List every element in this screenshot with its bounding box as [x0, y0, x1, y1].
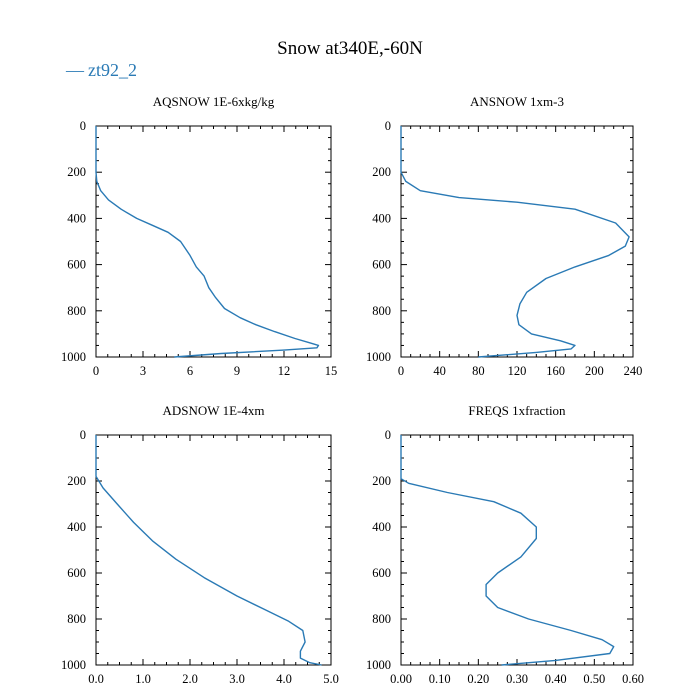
y-tick-label: 800 [67, 304, 86, 318]
panel-4: FREQS 1xfraction 0.00 0.10 0.20 0.30 0.40 0.50… [366, 403, 644, 686]
y-tick-label: 800 [372, 304, 391, 318]
series-line [95, 126, 320, 358]
series-line [95, 435, 322, 666]
x-tick-label: 9 [234, 364, 240, 378]
panels: AQSNOW 1E-6xkg/kg0 3 6 9 12 15020040060080010… [61, 94, 644, 686]
x-tick-label: 3.0 [229, 672, 245, 686]
panel-1: AQSNOW 1E-6xkg/kg 0 3 6 9 12 15 0 200 400 600 800 10… [61, 94, 337, 378]
y-tick-label: 200 [67, 165, 86, 179]
y-tick-label: 0 [385, 428, 391, 442]
x-tick-label: 200 [585, 364, 604, 378]
y-tick-label: 200 [372, 474, 391, 488]
x-tick-label: 5.0 [323, 672, 339, 686]
x-tick-label: 0.40 [545, 672, 567, 686]
y-tick-label: 0 [80, 428, 86, 442]
plot-frame [95, 125, 332, 358]
y-tick-label: 200 [67, 474, 86, 488]
y-tick-label: 1000 [366, 658, 391, 672]
plot-frame [95, 434, 332, 666]
y-tick-label: 400 [372, 520, 391, 534]
plot-frame [400, 434, 634, 666]
x-tick-label: 3 [140, 364, 146, 378]
x-tick-label: 15 [325, 364, 338, 378]
x-tick-label: 0.20 [467, 672, 489, 686]
panel-3: ADSNOW 1E-4xm 0.0 1.0 2.0 3.0 4.0 5.0 0 200 400 60… [61, 403, 339, 686]
y-tick-label: 400 [372, 211, 391, 225]
x-tick-label: 40 [433, 364, 446, 378]
y-tick-label: 600 [372, 566, 391, 580]
y-tick-label: 600 [372, 258, 391, 272]
plot-frame [400, 125, 634, 358]
y-tick-label: 400 [67, 211, 86, 225]
panel-title: FREQS 1xfraction [468, 403, 566, 418]
x-tick-label: 240 [624, 364, 643, 378]
legend: — zt92_2 [65, 60, 137, 80]
y-tick-label: 1000 [61, 350, 86, 364]
y-tick-label: 600 [67, 258, 86, 272]
series-line [400, 126, 630, 358]
panel-title: ANSNOW 1xm-3 [470, 94, 564, 109]
x-tick-label: 4.0 [276, 672, 292, 686]
x-tick-label: 0.00 [390, 672, 412, 686]
y-tick-label: 800 [372, 612, 391, 626]
x-tick-label: 120 [508, 364, 527, 378]
x-tick-label: 0.50 [583, 672, 605, 686]
x-tick-label: 0 [398, 364, 404, 378]
y-tick-label: 800 [67, 612, 86, 626]
x-tick-label: 80 [472, 364, 485, 378]
x-tick-label: 1.0 [135, 672, 151, 686]
x-tick-label: 0 [93, 364, 99, 378]
panel-2: ANSNOW 1xm-3 0 40 80 120 160 200 240 0 200 400 600 8… [366, 94, 642, 378]
panel-title: ADSNOW 1E-4xm [163, 403, 265, 418]
y-tick-label: 1000 [366, 350, 391, 364]
y-tick-label: 200 [372, 165, 391, 179]
x-tick-label: 6 [187, 364, 193, 378]
y-tick-label: 1000 [61, 658, 86, 672]
panel-title: AQSNOW 1E-6xkg/kg [153, 94, 275, 109]
y-tick-label: 600 [67, 566, 86, 580]
x-tick-label: 0.0 [88, 672, 104, 686]
x-tick-label: 0.30 [506, 672, 528, 686]
x-tick-label: 160 [546, 364, 565, 378]
x-tick-label: 0.10 [429, 672, 451, 686]
x-tick-label: 2.0 [182, 672, 198, 686]
figure-title: Snow at340E,-60N [277, 38, 423, 59]
y-tick-label: 0 [80, 119, 86, 133]
y-tick-label: 0 [385, 119, 391, 133]
legend-marker: — [65, 60, 85, 80]
series-line [400, 435, 615, 666]
x-tick-label: 0.60 [622, 672, 644, 686]
legend-label: zt92_2 [88, 60, 137, 80]
x-tick-label: 12 [278, 364, 291, 378]
y-tick-label: 400 [67, 520, 86, 534]
